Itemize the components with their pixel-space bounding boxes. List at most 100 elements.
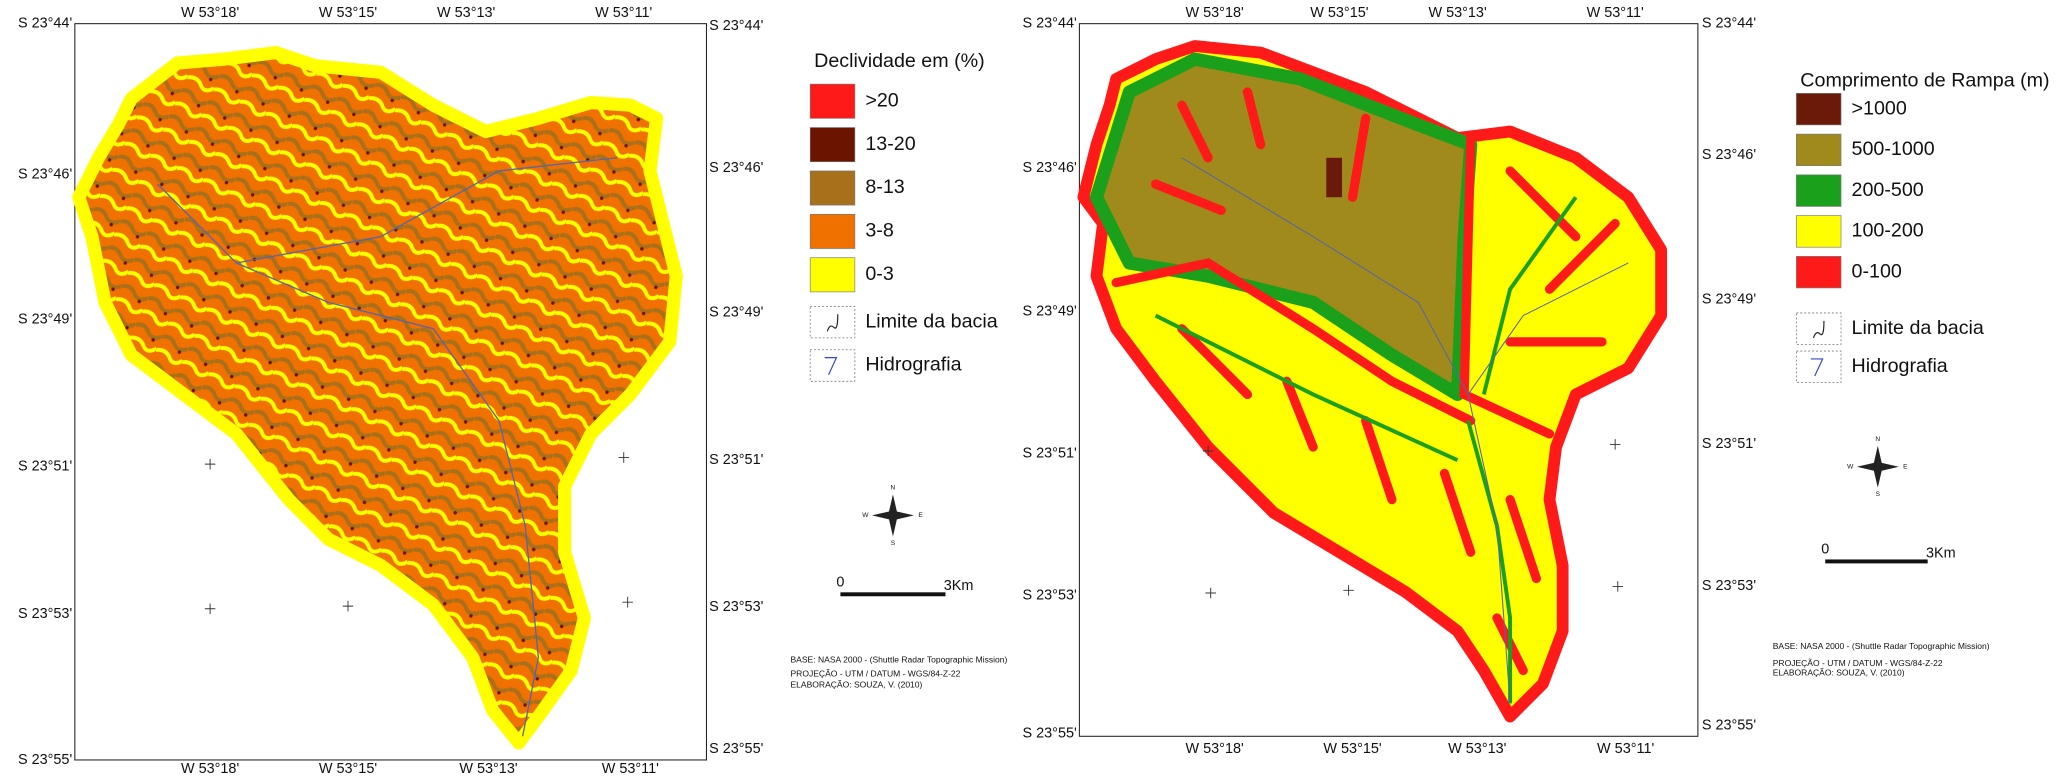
scale-bar [840, 592, 945, 596]
lon-label: W 53°15' [1310, 5, 1368, 21]
lat-label: S 23°46' [1702, 147, 1756, 163]
lat-label: S 23°51' [709, 452, 763, 468]
lat-label: S 23°44' [18, 15, 72, 31]
grid-cross [622, 597, 633, 608]
legend-title: Declividade em (%) [814, 50, 985, 72]
legend-label: >20 [865, 89, 898, 111]
lon-label: W 53°11' [602, 761, 659, 777]
grid-cross [205, 604, 216, 615]
lon-label: W 53°13' [437, 5, 495, 21]
legend-swatch [1796, 256, 1841, 288]
compass-rose [872, 494, 914, 536]
lon-label: W 53°13' [1428, 5, 1486, 21]
lat-label: S 23°44' [1023, 15, 1077, 31]
credit: BASE: NASA 2000 - (Shuttle Radar Topogra… [1773, 641, 1990, 651]
legend-swatch [810, 128, 855, 162]
lat-label: S 23°55' [1023, 725, 1077, 741]
lat-label: S 23°44' [709, 18, 763, 34]
grid-cross [1613, 581, 1624, 592]
compass-letter: S [891, 540, 896, 547]
legend-label: 100-200 [1852, 220, 1924, 242]
grid-cross [1205, 588, 1216, 599]
lat-label: S 23°49' [1023, 303, 1077, 319]
compass-rose [1857, 446, 1899, 488]
grid-cross [343, 601, 354, 612]
page: W 53°18' W 53°15' W 53°13' W 53°11' W 53°18'… [0, 0, 2059, 781]
legend-label: 3-8 [865, 220, 893, 242]
legend-swatch [810, 171, 855, 205]
lat-label: S 23°46' [18, 167, 72, 183]
lat-label: S 23°46' [709, 160, 763, 176]
lon-label: W 53°13' [459, 761, 517, 777]
grid-cross [618, 452, 629, 463]
scale-bar [1825, 559, 1927, 563]
lat-label: S 23°51' [18, 459, 72, 475]
legend-swatch [1796, 93, 1841, 125]
lat-label: S 23°51' [1023, 445, 1077, 461]
legend-label: 0-100 [1852, 260, 1902, 282]
legend-label: >1000 [1852, 97, 1907, 119]
legend-swatch [810, 84, 855, 118]
lon-label: W 53°18' [1186, 741, 1244, 757]
lon-label: W 53°18' [181, 761, 239, 777]
legend-swatch [1796, 216, 1841, 248]
legend-label: 500-1000 [1852, 138, 1935, 160]
lat-label: S 23°53' [1023, 587, 1077, 603]
region [1326, 158, 1342, 197]
legend-label: 8-13 [865, 176, 904, 198]
scale-label: 3Km [944, 578, 974, 594]
lon-label: W 53°11' [1597, 741, 1654, 757]
compass-letter: N [891, 485, 896, 492]
compass-letter: W [862, 512, 869, 519]
legend-label: 0-3 [865, 263, 893, 285]
lat-label: S 23°53' [709, 599, 763, 615]
compass-letter: W [1847, 463, 1854, 470]
grid-cross [1610, 439, 1621, 450]
lon-label: W 53°13' [1448, 741, 1506, 757]
lat-label: S 23°49' [18, 311, 72, 327]
lat-label: S 23°55' [1702, 718, 1756, 734]
lat-label: S 23°51' [1702, 436, 1756, 452]
compass-letter: E [918, 512, 923, 519]
lon-label: W 53°15' [1323, 741, 1381, 757]
legend-title: Comprimento de Rampa (m) [1800, 70, 2049, 92]
compass-letter: S [1876, 491, 1881, 498]
lat-label: S 23°46' [1023, 160, 1077, 176]
scale-label: 0 [1821, 541, 1829, 557]
lat-label: S 23°49' [1702, 292, 1756, 308]
legend-swatch [1796, 134, 1841, 166]
legend-swatch [810, 214, 855, 248]
scale-label: 3Km [1926, 545, 1956, 561]
lon-label: W 53°18' [181, 5, 239, 21]
legend-symbol [810, 306, 855, 338]
lat-label: S 23°53' [18, 606, 72, 622]
lon-label: W 53°11' [1587, 5, 1644, 21]
credit: ELABORAÇÃO: SOUZA, V. (2010) [791, 679, 923, 689]
grid-cross [205, 459, 216, 470]
lon-label: W 53°11' [595, 5, 652, 21]
lon-label: W 53°15' [319, 761, 377, 777]
legend-label: Limite da bacia [1852, 317, 1984, 339]
legend-swatch [810, 258, 855, 292]
compass-letter: E [1903, 463, 1908, 470]
credit: PROJEÇÃO - UTM / DATUM - WGS/84-Z-22 [791, 669, 961, 679]
grid-cross [1343, 585, 1354, 596]
legend-label: Hidrografia [1852, 355, 1948, 377]
scale-label: 0 [836, 574, 844, 590]
legend-label: 13-20 [865, 133, 915, 155]
lat-label: S 23°44' [1702, 15, 1756, 31]
legend-label: 200-500 [1852, 179, 1924, 201]
legend-swatch [1796, 175, 1841, 207]
lat-label: S 23°49' [709, 305, 763, 321]
credit: ELABORAÇÃO: SOUZA, V. (2010) [1773, 667, 1905, 677]
lon-label: W 53°18' [1186, 5, 1244, 21]
lat-label: S 23°55' [709, 741, 763, 757]
lat-label: S 23°53' [1702, 578, 1756, 594]
legend-label: Hidrografia [865, 354, 961, 376]
compass-letter: N [1875, 436, 1880, 443]
basin [79, 53, 676, 743]
lat-label: S 23°55' [18, 752, 72, 768]
legend-symbol [1796, 313, 1841, 345]
legend-label: Limite da bacia [865, 310, 997, 332]
lon-label: W 53°15' [319, 5, 377, 21]
